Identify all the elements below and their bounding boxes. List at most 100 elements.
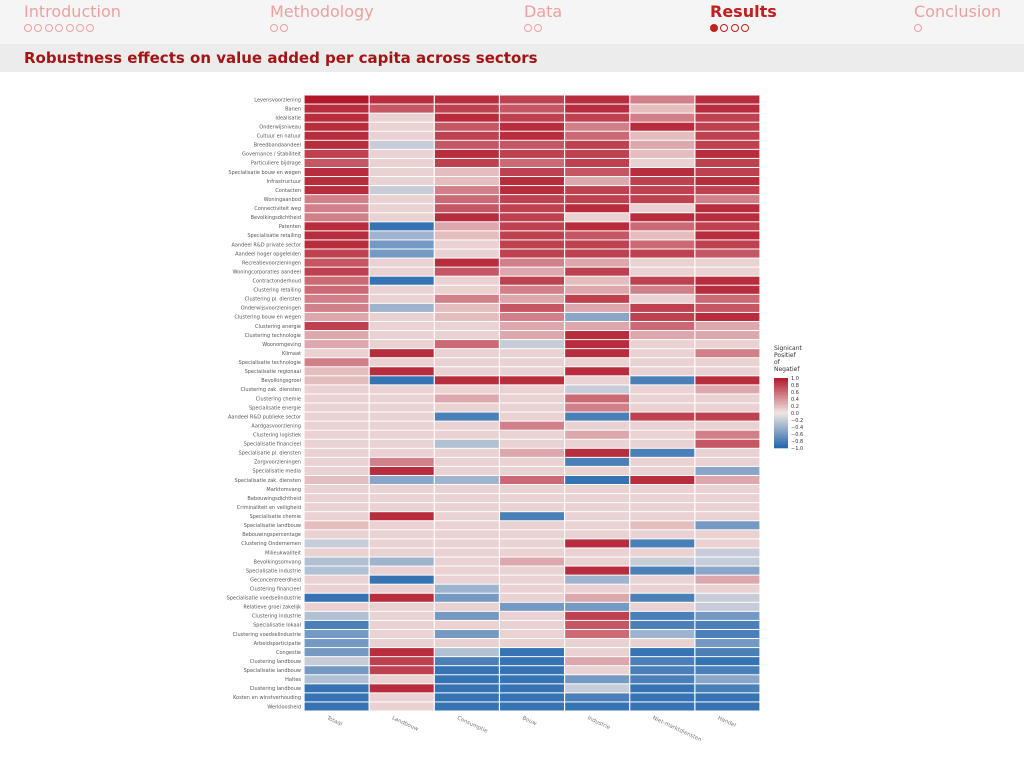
- row-label: Clustering industrie: [252, 614, 301, 620]
- heatmap-cell: [434, 693, 499, 702]
- heatmap-cell: [434, 140, 499, 149]
- heatmap-cell: [434, 294, 499, 303]
- heatmap-cell: [630, 439, 695, 448]
- row-label: Clustering landbouw: [250, 686, 301, 692]
- column-label: Handel: [717, 715, 738, 729]
- heatmap-cell: [434, 167, 499, 177]
- legend-color-step: [774, 420, 788, 423]
- nav-slide-dot[interactable]: [24, 24, 32, 32]
- nav-slide-dot[interactable]: [720, 24, 729, 32]
- heatmap-cell: [500, 385, 564, 394]
- heatmap-cell: [304, 376, 369, 385]
- heatmap-cell: [304, 485, 369, 494]
- heatmap-cell: [630, 321, 695, 331]
- heatmap-cell: [565, 503, 630, 512]
- heatmap-cell: [304, 648, 369, 657]
- heatmap-cell: [500, 222, 564, 231]
- nav-slide-dot[interactable]: [730, 24, 739, 32]
- nav-slide-dot[interactable]: [55, 24, 64, 32]
- heatmap-cell: [695, 167, 760, 177]
- heatmap-cell: [630, 213, 695, 222]
- heatmap-cell: [434, 276, 499, 285]
- heatmap-cell: [630, 294, 695, 303]
- heatmap-cell: [565, 412, 630, 421]
- nav-slide-dot[interactable]: [65, 24, 74, 32]
- heatmap-cell: [304, 321, 369, 331]
- heatmap-cell: [695, 475, 760, 485]
- heatmap-cell: [500, 394, 564, 403]
- heatmap-cell: [500, 457, 564, 466]
- heatmap-cell: [434, 303, 499, 312]
- row-label: Specialisatie industrie: [246, 568, 301, 574]
- nav-section-conclusion[interactable]: Conclusion: [914, 3, 1001, 34]
- nav-slide-dot[interactable]: [86, 24, 95, 32]
- heatmap-cell: [304, 285, 369, 294]
- heatmap-cell: [565, 666, 630, 675]
- heatmap-cell: [500, 421, 564, 430]
- legend-color-step: [774, 428, 788, 431]
- heatmap-cell: [369, 611, 434, 620]
- heatmap-cell: [695, 648, 760, 657]
- nav-slide-dot[interactable]: [534, 24, 543, 32]
- heatmap-cell: [500, 349, 564, 358]
- heatmap-cell: [434, 657, 499, 666]
- heatmap-cell: [500, 249, 564, 258]
- row-label: Patenten: [279, 224, 301, 230]
- row-label: Specialisatie voedselindustrie: [227, 596, 301, 602]
- legend-color-step: [774, 390, 788, 393]
- heatmap-cell: [695, 249, 760, 258]
- heatmap-cell: [500, 213, 564, 222]
- nav-slide-dot[interactable]: [741, 24, 750, 32]
- nav-slide-dot[interactable]: [710, 24, 718, 32]
- heatmap-cell: [565, 439, 630, 448]
- heatmap-cell: [369, 213, 434, 222]
- heatmap-cell: [630, 611, 695, 620]
- nav-slide-dot[interactable]: [34, 24, 43, 32]
- row-label: Onderwijsniveau: [259, 125, 301, 131]
- heatmap-cell: [304, 539, 369, 548]
- heatmap-cell: [369, 358, 434, 367]
- legend-color-step: [774, 399, 788, 402]
- nav-section-introduction[interactable]: Introduction: [24, 3, 121, 34]
- heatmap-cell: [565, 349, 630, 358]
- heatmap-cell: [369, 231, 434, 240]
- heatmap-cell: [304, 475, 369, 485]
- heatmap-cell: [304, 466, 369, 475]
- heatmap-cell: [500, 149, 564, 158]
- nav-slide-dot[interactable]: [270, 24, 278, 32]
- heatmap-cell: [500, 575, 564, 584]
- row-label: Clustering bouw en wegen: [234, 315, 301, 321]
- heatmap-cell: [630, 204, 695, 213]
- heatmap-cell: [369, 131, 434, 140]
- heatmap-cell: [500, 258, 564, 267]
- heatmap-cell: [434, 512, 499, 521]
- heatmap-cell: [304, 340, 369, 349]
- heatmap-cell: [695, 557, 760, 566]
- nav-slide-dot[interactable]: [75, 24, 84, 32]
- heatmap-cell: [695, 358, 760, 367]
- heatmap-cell: [630, 575, 695, 584]
- row-label: Woningcorporaties aandeel: [233, 269, 301, 275]
- heatmap-cell: [434, 584, 499, 593]
- row-label: Aandeel R&D private sector: [231, 242, 301, 248]
- nav-section-data[interactable]: Data: [524, 3, 562, 34]
- heatmap-cell: [565, 403, 630, 412]
- nav-section-methodology[interactable]: Methodology: [270, 3, 374, 34]
- heatmap-cell: [434, 430, 499, 439]
- heatmap-cell: [369, 657, 434, 666]
- legend-color-step: [774, 430, 788, 433]
- nav-slide-dot[interactable]: [524, 24, 532, 32]
- heatmap-cell: [565, 521, 630, 530]
- heatmap-cell: [434, 321, 499, 331]
- nav-slide-dot[interactable]: [914, 24, 922, 32]
- heatmap-cell: [434, 122, 499, 131]
- nav-slide-dot[interactable]: [280, 24, 289, 32]
- nav-section-results[interactable]: Results: [710, 3, 777, 34]
- row-label: Infrastructuur: [267, 179, 302, 185]
- heatmap-cell: [304, 294, 369, 303]
- legend-color-step: [774, 409, 788, 412]
- nav-slide-dot[interactable]: [44, 24, 53, 32]
- heatmap-cell: [695, 186, 760, 195]
- heatmap-cell: [369, 503, 434, 512]
- heatmap-cell: [630, 494, 695, 503]
